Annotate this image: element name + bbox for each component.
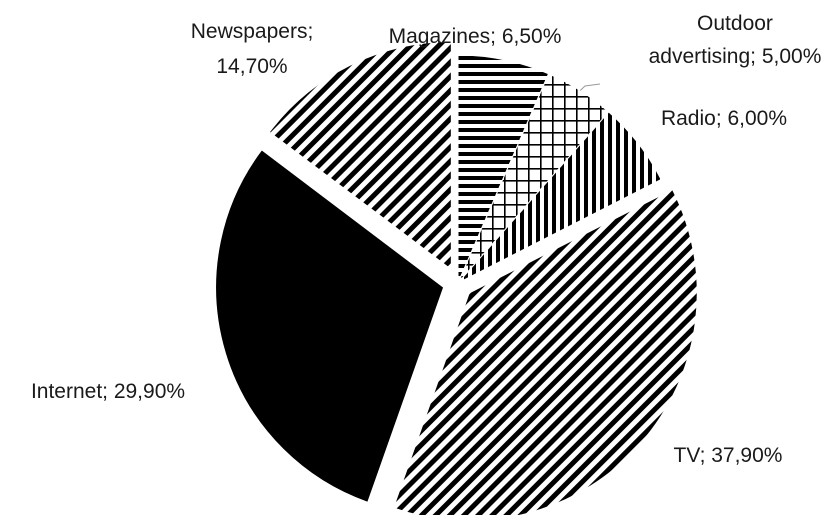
data-label-outdoor-advertising: Outdoor advertising; 5,00% [649, 12, 822, 68]
pie-slice-tv [392, 188, 698, 515]
data-label-tv: TV; 37,90% [674, 444, 783, 467]
data-label-internet: Internet; 29,90% [31, 380, 185, 403]
data-label-magazines: Magazines; 6,50% [389, 25, 562, 48]
pie-slices [215, 41, 698, 515]
pie-slice-internet [215, 149, 445, 503]
slice-labels: Magazines; 6,50% Outdoor advertising; 5,00… [31, 12, 821, 467]
pie-slice-radio [457, 111, 662, 284]
data-label-radio: Radio; 6,00% [661, 107, 787, 130]
leader-line-outdoor-advertising [579, 83, 601, 91]
pie-slice-newspapers [268, 41, 452, 271]
data-label-newspapers: Newspapers; 14,70% [191, 20, 314, 78]
leader-lines [579, 83, 601, 91]
